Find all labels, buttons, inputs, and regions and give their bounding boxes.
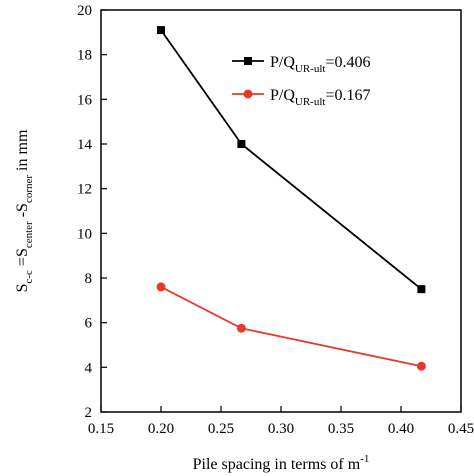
legend-marker xyxy=(244,57,252,65)
y-tick-label: 4 xyxy=(85,360,93,376)
axis-ticks: 0.15 0.20 0.25 0.30 0.35 0.40 0.45 2 4 6 8 10 12 14 16… xyxy=(77,3,474,437)
x-tick-label: 0.15 xyxy=(88,421,114,437)
data-point xyxy=(237,140,246,148)
legend-marker xyxy=(243,89,253,99)
y-tick-label: 18 xyxy=(77,48,92,64)
y-tick-label: 12 xyxy=(77,182,92,198)
legend-label: P/QUR-ult=0.406 xyxy=(270,54,371,75)
legend-label: P/QUR-ult=0.167 xyxy=(270,87,371,108)
y-tick-label: 16 xyxy=(77,92,93,108)
data-point xyxy=(236,323,246,333)
y-axis-label: Sc-c =Scenter -Scorner in mm xyxy=(14,129,35,292)
legend-entry-1: P/QUR-ult=0.406 xyxy=(232,54,371,75)
y-tick-label: 10 xyxy=(77,226,92,242)
legend: P/QUR-ult=0.406 P/QUR-ult=0.167 xyxy=(232,54,371,108)
x-axis-label: Pile spacing in terms of m-1 xyxy=(193,453,370,473)
series-line-2 xyxy=(160,286,422,368)
x-tick-label: 0.45 xyxy=(448,421,474,437)
legend-entry-2: P/QUR-ult=0.167 xyxy=(232,87,371,108)
y-tick-label: 20 xyxy=(77,3,92,19)
data-point xyxy=(156,282,166,292)
x-tick-label: 0.25 xyxy=(208,421,234,437)
data-point xyxy=(157,26,165,35)
data-point xyxy=(417,285,426,294)
x-tick-label: 0.30 xyxy=(268,421,294,437)
y-tick-label: 14 xyxy=(77,137,93,153)
y-tick-label: 2 xyxy=(85,405,93,421)
x-tick-label: 0.20 xyxy=(148,421,174,437)
x-tick-label: 0.35 xyxy=(328,421,354,437)
y-tick-label: 6 xyxy=(85,316,93,332)
data-point xyxy=(416,361,426,371)
x-tick-label: 0.40 xyxy=(388,421,414,437)
series-layer xyxy=(156,26,426,371)
y-tick-label: 8 xyxy=(85,271,93,287)
